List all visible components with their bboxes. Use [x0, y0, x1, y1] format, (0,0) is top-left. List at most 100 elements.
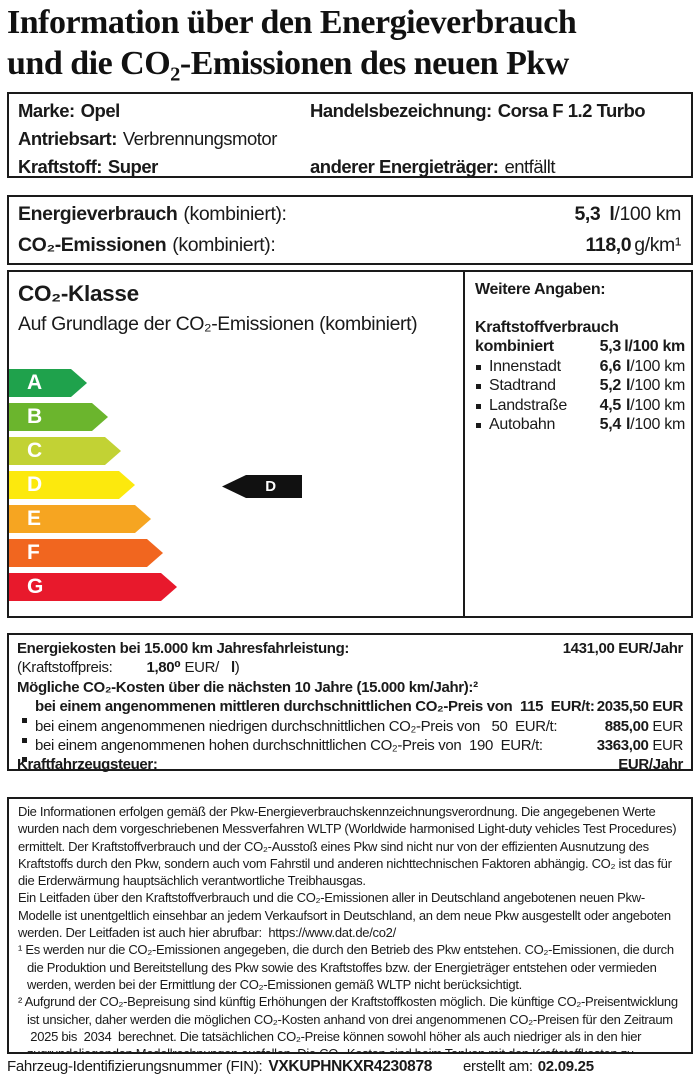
fuel-row-value: 4,5 [599, 396, 622, 414]
bullet-icon [475, 396, 489, 415]
fuel-row-unit: l/100 km [626, 416, 685, 434]
footnote-1: ¹ Es werden nur die CO₂-Emissionen angeg… [18, 942, 674, 992]
fuel-row-label: Innenstadt [489, 357, 561, 375]
combined-label: kombiniert [475, 338, 554, 356]
co2-class-arrow: G [9, 573, 177, 601]
trade-name-label: Handelsbezeichnung: [310, 100, 492, 121]
co2-emissions-suffix: (kombiniert): [172, 234, 276, 256]
vehicle-tax-value: EUR/Jahr [618, 756, 683, 774]
energy-consumption-value-group: 5,3 l/100 km [574, 199, 681, 230]
co2-class-arrow: D [9, 471, 135, 499]
co2-class-letter: G [27, 575, 44, 598]
co2-cost-scenario-row: bei einem angenommenen niedrigen durchsc… [9, 717, 691, 743]
weitere-angaben-title: Weitere Angaben: [475, 281, 606, 298]
drivetrain-label: Antriebsart: [18, 128, 117, 149]
fine-print-box: Die Informationen erfolgen gemäß der Pkw… [7, 797, 693, 1054]
vehicle-row-drivetrain: Antriebsart: Verbrennungsmotor [9, 125, 691, 153]
co2-marker-arrow: D [222, 475, 302, 498]
energy-consumption-unit: /100 km [614, 203, 681, 225]
fuel-row-unit: l/100 km [626, 377, 685, 395]
co2-class-letter: A [27, 371, 43, 394]
scenario-text: bei einem angenommenen niedrigen durchsc… [35, 717, 558, 735]
energy-consumption-value: 5,3 [574, 203, 601, 225]
page-title: Information über den Energieverbrauch un… [7, 2, 693, 84]
energy-consumption-unit-l: l [609, 203, 615, 225]
vehicle-info-box: Marke: Opel Handelsbezeichnung: Corsa F 1.… [7, 92, 693, 178]
co2-emissions-value-group: 118,0 g/km¹ [586, 230, 682, 261]
scenario-unit: EUR [648, 737, 683, 755]
trade-name-group: Handelsbezeichnung: Corsa F 1.2 Turbo [310, 97, 646, 125]
vehicle-tax-label: Kraftfahrzeugsteuer: [17, 756, 158, 774]
co2-class-box: CO₂-Klasse Auf Grundlage der CO₂-Emissio… [7, 270, 693, 618]
co2-emissions-row: CO₂-Emissionen (kombiniert): 118,0 g/km¹ [9, 230, 691, 261]
co2-class-title: CO₂-Klasse [18, 281, 139, 306]
co2-cost-header: Mögliche CO₂-Kosten über die nächsten 10… [17, 678, 478, 696]
co2-cost-scenario-row: bei einem angenommenen hohen durchschnit… [9, 736, 691, 763]
other-energy-group: anderer Energieträger: entfällt [310, 153, 555, 181]
fuel-price-currency: EUR/ [184, 659, 220, 677]
co2-class-subtitle: Auf Grundlage der CO₂-Emissionen (kombin… [18, 313, 418, 335]
co2-class-scale: A B C D E F G [9, 369, 177, 601]
energy-consumption-row: Energieverbrauch (kombiniert): 5,3 l/100 k… [9, 199, 691, 230]
co2-marker-letter: D [265, 478, 277, 495]
fuel-price-value: 1,80⁰ [146, 659, 181, 677]
fuel-row-label: Stadtrand [489, 377, 556, 395]
co2-emissions-value: 118,0 [585, 234, 632, 256]
bullet-icon [475, 357, 489, 376]
fuel-label: Kraftstoff: [18, 156, 102, 177]
co2-class-letter: F [27, 541, 40, 564]
fuel-price-close: ) [234, 659, 240, 677]
fuel-row-unit: l/100 km [626, 357, 685, 375]
fuel-price-open: (Kraftstoffpreis: [17, 659, 113, 677]
brand-value: Opel [80, 100, 121, 121]
annual-cost-row: Energiekosten bei 15.000 km Jahresfahrle… [9, 639, 691, 658]
energy-costs-box: Energiekosten bei 15.000 km Jahresfahrle… [7, 633, 693, 774]
weitere-angaben-panel: Weitere Angaben: Kraftstoffverbrauch kom… [463, 272, 691, 616]
fuel-row-value: 5,2 [599, 377, 622, 395]
fuel-price-row: (Kraftstoffpreis: 1,80⁰ EUR/ l ) [9, 658, 691, 677]
fine-print-paragraph: Die Informationen erfolgen gemäß der Pkw… [18, 804, 677, 889]
annual-cost-label: Energiekosten bei 15.000 km Jahresfahrle… [17, 640, 350, 657]
co2-class-arrow: B [9, 403, 108, 431]
other-energy-label: anderer Energieträger: [310, 156, 499, 177]
fuel-row-value: 6,6 [599, 357, 622, 375]
created-group: erstellt am: 02.09.25 [463, 1057, 594, 1077]
vehicle-row-brand: Marke: Opel Handelsbezeichnung: Corsa F 1.… [9, 97, 691, 125]
vehicle-row-fuel: Kraftstoff: Super anderer Energieträger: e… [9, 153, 691, 181]
scenario-value: 3363,00 [596, 737, 649, 755]
co2-class-letter: E [27, 507, 42, 530]
consumption-box: Energieverbrauch (kombiniert): 5,3 l/100 k… [7, 195, 693, 265]
co2-emissions-label: CO₂-Emissionen [18, 234, 167, 256]
co2-class-arrow: A [9, 369, 87, 397]
fin-value: VXKUPHNKXR4230878 [268, 1058, 433, 1075]
combined-value: 5,3 [599, 338, 622, 356]
drivetrain-value: Verbrennungsmotor [122, 128, 278, 149]
bullet-icon [475, 415, 489, 434]
scenario-unit: EUR [648, 698, 683, 716]
annual-cost-value: 1431,00 EUR/Jahr [562, 640, 684, 657]
created-label: erstellt am: [463, 1058, 533, 1075]
co2-class-letter: D [27, 473, 43, 496]
energy-consumption-suffix: (kombiniert): [183, 203, 287, 225]
co2-cost-scenario-row: bei einem angenommenen mittleren durchsc… [9, 697, 691, 724]
co2-cost-header-row: Mögliche CO₂-Kosten über die nächsten 10… [9, 678, 691, 697]
scenario-unit: EUR [648, 717, 683, 735]
footnote-2: ² Aufgrund der CO₂-Bepreisung sind künft… [18, 994, 678, 1054]
combined-unit: l/100 km [624, 338, 685, 356]
scenario-value-group: 3363,00 EUR [596, 736, 684, 755]
energy-consumption-label: Energieverbrauch [18, 203, 178, 225]
vehicle-tax-row: Kraftfahrzeugsteuer: EUR/Jahr [9, 755, 691, 774]
other-energy-value: entfällt [504, 156, 555, 177]
fuel-price-unit: l [230, 659, 235, 677]
page-title-line2: und die CO₂-Emissionen des neuen Pkw [7, 45, 569, 82]
fuel-consumption-section-title: Kraftstoffverbrauch [475, 319, 619, 336]
fuel-row-value: 5,4 [599, 416, 622, 434]
scenario-value: 2035,50 [596, 698, 649, 716]
footer: Fahrzeug-Identifizierungsnummer (FIN): VX… [7, 1057, 693, 1077]
co2-class-letter: C [27, 439, 43, 462]
scenario-value-group: 885,00 EUR [605, 717, 684, 736]
co2-class-arrow: C [9, 437, 121, 465]
fin-label: Fahrzeug-Identifizierungsnummer (FIN): [7, 1058, 263, 1075]
fuel-value: Super [107, 156, 158, 177]
